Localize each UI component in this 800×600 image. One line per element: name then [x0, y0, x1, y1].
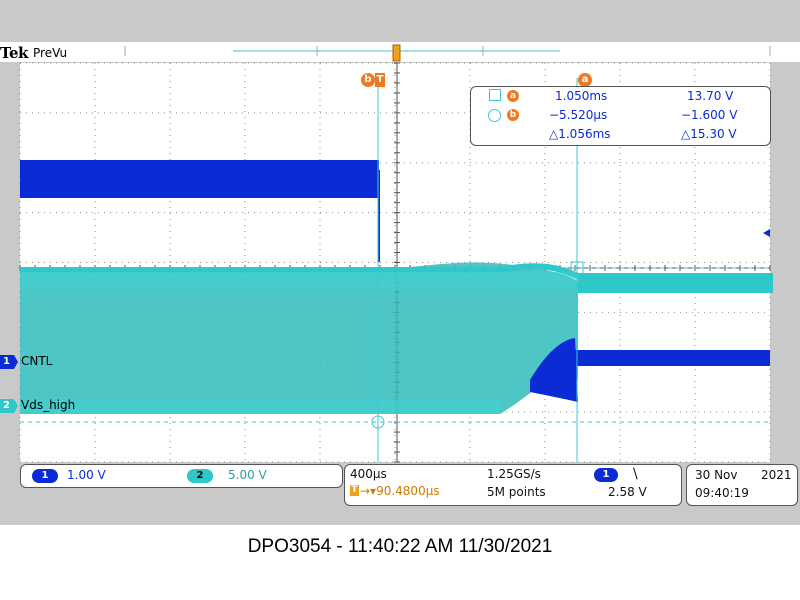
brand-logo: Tek: [0, 44, 28, 62]
cursor-b-point: [371, 415, 385, 429]
square-cursor-icon: [489, 89, 501, 101]
date: 30 Nov: [695, 468, 738, 482]
cursor-a-bubble: a: [578, 73, 592, 87]
channel-1-number: 1: [3, 356, 10, 367]
capture-caption: DPO3054 - 11:40:22 AM 11/30/2021: [247, 536, 553, 557]
datetime-panel: 30 Nov 2021 09:40:19: [686, 464, 798, 506]
delta-value: △15.30 V: [681, 127, 737, 141]
channel-2-label: Vds_high: [21, 398, 76, 412]
horizontal-delay: →▾90.4800µs: [360, 484, 440, 498]
acquisition-mode: PreVu: [33, 46, 68, 60]
trigger-delay-icon: T: [350, 485, 359, 496]
horizontal-scale: 400µs: [350, 467, 387, 481]
trigger-level: 2.58 V: [608, 485, 647, 499]
readout-a-bubble: a: [507, 90, 519, 102]
circle-cursor-icon: [488, 109, 501, 122]
trigger-slope-icon: \: [633, 466, 638, 482]
channel-2-badge: 2: [187, 469, 213, 483]
year: 2021: [761, 468, 792, 482]
time: 09:40:19: [695, 486, 749, 500]
vertical-scale-panel[interactable]: 1 1.00 V 2 5.00 V: [20, 464, 343, 488]
channel-2-waveform: [20, 262, 773, 414]
channel-1-badge: 1: [32, 469, 58, 483]
cursor-b-bubble: b: [361, 73, 375, 87]
record-overview-bar: [124, 44, 771, 62]
cursor-b-time: −5.520µs: [549, 108, 608, 122]
trigger-position-marker: T: [375, 73, 385, 87]
readout-b-bubble: b: [507, 109, 519, 121]
cursor-a-value: 13.70 V: [687, 89, 734, 103]
horizontal-trigger-panel[interactable]: 400µs T →▾90.4800µs 1.25GS/s 5M points 1…: [344, 464, 682, 506]
channel-2-marker[interactable]: [0, 399, 18, 413]
sample-rate: 1.25GS/s: [487, 467, 541, 481]
waveform-screen: [0, 44, 773, 463]
cursor-a-time: 1.050ms: [555, 89, 608, 103]
cursor-a-tag: a: [578, 67, 592, 87]
cursor-readout: a 1.050ms 13.70 V b −5.520µs −1.600 V △1…: [470, 86, 771, 146]
delta-time: △1.056ms: [549, 127, 611, 141]
cursor-a-point: [570, 261, 584, 275]
channel-1-scale: 1.00 V: [67, 468, 106, 482]
record-length: 5M points: [487, 485, 546, 499]
trigger-source-badge: 1: [594, 468, 618, 482]
channel-1-waveform: [20, 160, 770, 402]
trigger-level-marker[interactable]: [763, 229, 770, 237]
channel-2-scale: 5.00 V: [228, 468, 267, 482]
channel-1-marker[interactable]: [0, 355, 18, 369]
channel-2-number: 2: [3, 400, 10, 411]
cursor-b-value: −1.600 V: [681, 108, 738, 122]
channel-1-label: CNTL: [21, 354, 53, 368]
